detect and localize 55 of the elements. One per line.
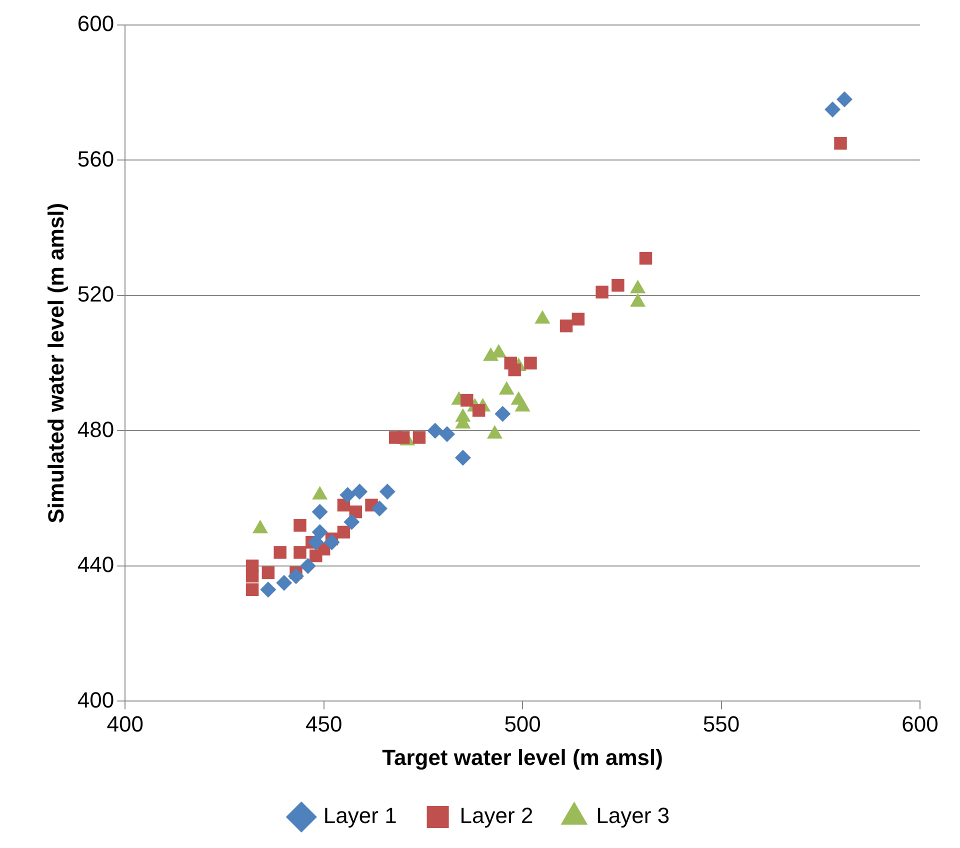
point [246, 570, 259, 582]
point [308, 534, 324, 550]
point [508, 364, 521, 376]
point [460, 394, 474, 407]
point [262, 566, 275, 580]
point [274, 546, 286, 559]
y-tick-label: 600 [77, 11, 114, 36]
point [454, 450, 471, 466]
point [612, 278, 624, 292]
point [246, 583, 259, 596]
point [344, 514, 360, 530]
point [324, 534, 340, 550]
point [300, 558, 316, 574]
point [596, 286, 608, 298]
point [836, 91, 852, 108]
point [294, 519, 306, 532]
legend-label: Layer 1 [323, 803, 397, 828]
y-tick-label: 400 [77, 687, 114, 712]
x-axis-title: Target water level (m amsl) [382, 744, 663, 770]
y-tick-label: 560 [77, 146, 114, 172]
x-tick-label: 450 [305, 711, 342, 736]
legend-label: Layer 2 [460, 803, 534, 828]
point [439, 426, 456, 442]
legend-label: Layer 3 [596, 803, 670, 828]
point [371, 500, 388, 516]
point [560, 320, 573, 332]
point [824, 102, 841, 118]
point [412, 431, 426, 444]
y-tick-label: 480 [77, 416, 114, 442]
y-tick-label: 520 [77, 282, 114, 307]
x-tick-label: 400 [106, 711, 144, 736]
point [427, 422, 444, 439]
x-tick-label: 550 [702, 711, 740, 736]
point [379, 484, 396, 500]
x-tick-label: 600 [902, 711, 938, 736]
point [572, 312, 585, 326]
point [639, 252, 652, 265]
point [276, 574, 292, 591]
point [294, 546, 306, 559]
point [312, 504, 328, 520]
x-tick-label: 500 [504, 711, 541, 736]
point [312, 524, 328, 540]
point [524, 356, 537, 370]
point [494, 406, 511, 422]
y-tick-label: 440 [77, 552, 114, 578]
point [340, 486, 356, 503]
point [288, 568, 304, 584]
point [337, 526, 350, 539]
point [310, 549, 322, 562]
point [472, 404, 486, 417]
y-axis-title: Simulated water level (m amsl) [43, 202, 68, 524]
point [352, 484, 368, 500]
point [389, 431, 402, 444]
point [260, 582, 276, 598]
point [834, 136, 847, 150]
